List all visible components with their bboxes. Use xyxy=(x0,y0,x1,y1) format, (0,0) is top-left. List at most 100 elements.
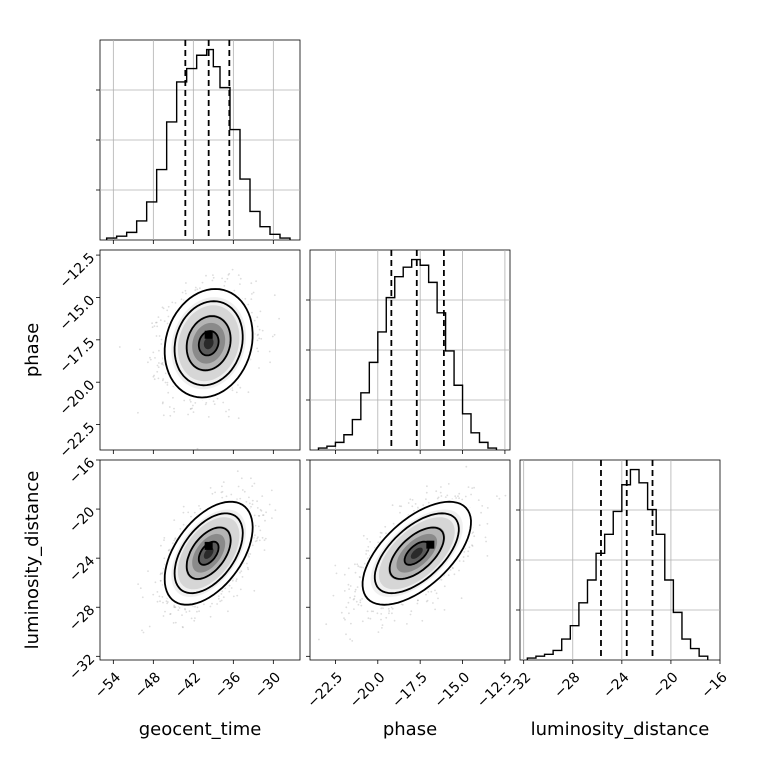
y-tick-label: −22.5 xyxy=(57,420,99,462)
scatter-point xyxy=(205,401,208,404)
scatter-point xyxy=(250,298,253,300)
scatter-point xyxy=(187,511,190,514)
scatter-point xyxy=(168,549,170,551)
scatter-point xyxy=(211,492,214,495)
scatter-point xyxy=(477,499,480,501)
scatter-point xyxy=(165,600,168,603)
x-tick-label: −20 xyxy=(649,669,681,701)
scatter-point xyxy=(209,615,212,618)
scatter-point xyxy=(174,538,177,540)
scatter-point xyxy=(172,396,174,399)
scatter-point xyxy=(161,361,164,364)
scatter-point xyxy=(224,587,227,590)
scatter-point xyxy=(362,534,365,537)
scatter-point xyxy=(157,316,160,318)
scatter-point xyxy=(486,507,489,509)
scatter-point xyxy=(253,514,256,517)
scatter-point xyxy=(255,280,257,283)
scatter-point xyxy=(318,638,320,641)
scatter-point xyxy=(251,485,254,487)
scatter-point xyxy=(141,596,144,599)
scatter-point xyxy=(347,567,350,570)
scatter-point xyxy=(220,491,223,494)
scatter-point xyxy=(436,497,439,500)
scatter-point xyxy=(454,495,457,498)
scatter-point xyxy=(366,610,369,613)
scatter-point xyxy=(340,611,343,614)
scatter-point xyxy=(425,593,427,596)
ylabel-phase: phase xyxy=(22,323,43,377)
histogram-luminosity-distance xyxy=(526,468,709,660)
scatter-point xyxy=(230,493,233,496)
scatter-point xyxy=(247,568,250,571)
scatter-point xyxy=(160,544,162,547)
density-shade xyxy=(410,547,423,559)
scatter-point xyxy=(181,626,184,628)
scatter-point xyxy=(264,537,267,540)
scatter-point xyxy=(184,607,186,610)
scatter-point xyxy=(369,541,371,543)
scatter-point xyxy=(137,411,139,414)
scatter-point xyxy=(257,350,259,353)
scatter-point xyxy=(257,536,259,538)
scatter-point xyxy=(235,391,238,394)
scatter-point xyxy=(156,370,159,373)
joint-panel-geocent-time-luminosity-distance xyxy=(99,459,301,661)
scatter-point xyxy=(237,417,240,420)
scatter-point xyxy=(139,348,141,351)
scatter-point xyxy=(434,608,436,611)
scatter-point xyxy=(161,306,164,309)
scatter-point xyxy=(236,470,239,473)
scatter-point xyxy=(149,358,152,361)
scatter-point xyxy=(156,325,159,328)
scatter-point xyxy=(168,406,171,408)
scatter-point xyxy=(358,576,361,578)
scatter-point xyxy=(447,483,450,485)
scatter-point xyxy=(188,610,191,613)
x-tick-label: −16 xyxy=(699,669,731,701)
scatter-point xyxy=(367,617,370,620)
scatter-point xyxy=(221,490,224,493)
scatter-point xyxy=(214,491,217,494)
scatter-point xyxy=(173,519,176,521)
xlabel-luminosity-distance: luminosity_distance xyxy=(531,719,710,740)
scatter-point xyxy=(250,505,252,508)
scatter-point xyxy=(205,274,207,277)
scatter-point xyxy=(273,294,276,297)
scatter-point xyxy=(481,505,484,507)
contour-line xyxy=(373,512,460,595)
scatter-point xyxy=(486,555,489,557)
scatter-point xyxy=(426,485,428,488)
scatter-point xyxy=(258,539,261,542)
scatter-point xyxy=(410,610,413,613)
scatter-point xyxy=(353,597,356,600)
scatter-point xyxy=(268,503,271,506)
y-tick-label: −17.5 xyxy=(57,335,99,377)
scatter-point xyxy=(185,611,188,613)
scatter-point xyxy=(221,277,224,280)
scatter-point xyxy=(141,629,143,632)
hist-panel-luminosity-distance xyxy=(519,459,721,661)
scatter-point xyxy=(220,599,223,602)
scatter-point xyxy=(174,606,177,609)
density-shade xyxy=(203,547,214,559)
scatter-point xyxy=(251,544,254,547)
scatter-point xyxy=(392,522,395,525)
scatter-point xyxy=(253,482,256,485)
scatter-point xyxy=(354,590,356,593)
scatter-point xyxy=(268,350,271,353)
contour-line xyxy=(185,315,232,372)
scatter-point xyxy=(259,508,262,511)
scatter-point xyxy=(246,562,248,565)
scatter-point xyxy=(209,605,212,608)
scatter-point xyxy=(372,610,375,613)
scatter-point xyxy=(118,346,121,348)
scatter-point xyxy=(353,595,356,598)
scatter-point xyxy=(156,600,159,603)
scatter-point xyxy=(137,583,140,585)
scatter-point xyxy=(182,523,185,526)
scatter-point xyxy=(157,366,160,369)
scatter-point xyxy=(348,612,350,615)
scatter-point xyxy=(260,337,263,340)
